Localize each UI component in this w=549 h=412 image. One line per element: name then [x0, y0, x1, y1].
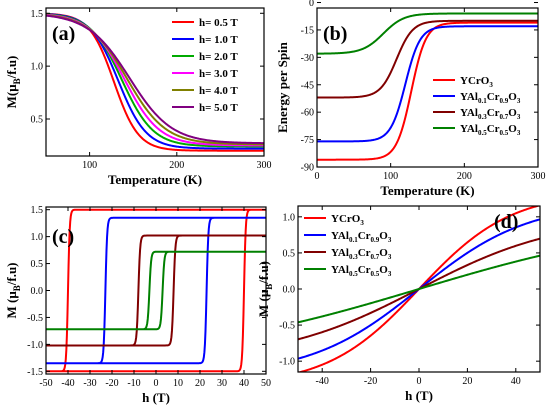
- x-tick-label: -10: [127, 378, 140, 389]
- legend-entry: YAl0.3Cr0.7O3: [460, 107, 521, 121]
- legend-entry: YAl0.1Cr0.9O3: [460, 91, 521, 105]
- y-tick-label: 1.5: [31, 9, 44, 20]
- panel-label: (b): [323, 23, 347, 45]
- x-tick-label: -30: [83, 378, 96, 389]
- x-tick-label: 100: [383, 171, 398, 182]
- series-line-3: [317, 19, 538, 99]
- legend-entry: YAl0.5Cr0.5O3: [460, 123, 521, 137]
- x-tick-label: 50: [261, 378, 271, 389]
- legend-entry: YCrO3: [460, 75, 493, 89]
- series-line-4: [317, 12, 538, 55]
- panel-label: (a): [52, 23, 75, 45]
- plot-frame: [316, 7, 539, 168]
- x-tick-label: 300: [257, 160, 272, 171]
- y-tick-label: -75: [301, 135, 314, 146]
- x-tick-label: 0: [154, 378, 159, 389]
- y-axis-label: Energy per Spin: [275, 41, 290, 133]
- y-tick-label: 1.0: [283, 212, 296, 223]
- x-tick-label: 40: [511, 376, 521, 387]
- panel-label: (d): [494, 211, 518, 233]
- y-tick-label: 0.0: [283, 285, 296, 296]
- x-tick-label: 300: [531, 171, 546, 182]
- y-tick-label: -45: [301, 80, 314, 91]
- legend: YCrO3 YAl0.1Cr0.9O3 YAl0.3Cr0.7O3 YAl0.5Cr0…: [433, 75, 521, 137]
- x-tick-label: 20: [462, 376, 472, 387]
- y-tick-label: -0.5: [27, 313, 43, 324]
- series-line-6: [46, 14, 264, 145]
- series-line-1: [317, 21, 538, 161]
- x-tick-label: -20: [364, 376, 377, 387]
- x-tick-label: 0: [417, 376, 422, 387]
- y-tick-label: -1.0: [27, 340, 43, 351]
- y-tick-label: 0.5: [31, 115, 44, 126]
- x-tick-label: 30: [217, 378, 227, 389]
- legend-entry: h= 0.5 T: [199, 17, 238, 29]
- x-tick-label: -40: [316, 376, 329, 387]
- y-tick-label: 1.0: [31, 232, 44, 243]
- x-tick-label: 0: [315, 171, 320, 182]
- y-axis-label: M (μB/f.u): [256, 261, 274, 317]
- y-axis-label: M(μB/f.u): [4, 56, 22, 109]
- y-tick-label: -30: [301, 53, 314, 64]
- plot-frame: [45, 7, 265, 157]
- y-tick-label: 1.0: [31, 62, 44, 73]
- legend: YCrO3 YAl0.1Cr0.9O3 YAl0.3Cr0.7O3 YAl0.5Cr0…: [304, 213, 392, 278]
- legend-entry: YAl0.3Cr0.7O3: [331, 247, 392, 261]
- series-group: [298, 206, 540, 372]
- legend-entry: h= 4.0 T: [199, 85, 238, 97]
- series-group: [317, 12, 538, 161]
- x-tick-label: 200: [457, 171, 472, 182]
- y-tick-label: -0.5: [279, 321, 295, 332]
- panel-d: -40 -20 0 20 40 -1.0 -0.5 0.0 0.5 1.0 h (T) M (μB/f…: [256, 205, 541, 403]
- y-tick-label: 0.5: [31, 259, 44, 270]
- series-group: [46, 12, 264, 152]
- panel-c: -50 -40 -30 -20 -10 0 10 20 30 40 50 -1.5 -1.0 -0.5 0.…: [4, 205, 271, 405]
- legend-entry: YAl0.1Cr0.9O3: [331, 230, 392, 244]
- legend-entry: h= 2.0 T: [199, 51, 238, 63]
- series-group: [46, 208, 266, 373]
- y-tick-label: -60: [301, 108, 314, 119]
- plot-frame: [45, 206, 267, 375]
- legend-entry: h= 5.0 T: [199, 102, 238, 114]
- x-tick-label: 10: [173, 378, 183, 389]
- panel-a: 100 200 300 0.5 1.0 1.5 Temperature (K) M(μB/f.…: [4, 7, 272, 187]
- y-tick-label: 0.5: [283, 248, 296, 259]
- y-tick-label: 0.0: [31, 286, 44, 297]
- series-line-2: [46, 216, 266, 365]
- x-axis-label: h (T): [142, 390, 170, 405]
- y-tick-label: 0: [309, 0, 314, 9]
- panel-b: 0 100 200 300 -90 -75 -60 -45 -30 -15 0 Temperature…: [275, 0, 546, 198]
- x-axis-label: Temperature (K): [380, 183, 474, 198]
- x-tick-label: 40: [239, 378, 249, 389]
- series-line-3: [46, 234, 266, 347]
- y-tick-label: 1.5: [31, 205, 44, 216]
- series-line-4: [298, 254, 540, 324]
- x-tick-label: -40: [61, 378, 74, 389]
- legend-entry: YCrO3: [331, 213, 364, 227]
- legend-entry: h= 1.0 T: [199, 34, 238, 46]
- x-tick-label: -20: [105, 378, 118, 389]
- legend: h= 0.5 T h= 1.0 T h= 2.0 T h= 3.0 T h= 4.0 T…: [172, 17, 238, 114]
- y-tick-label: -1.0: [279, 357, 295, 368]
- y-tick-label: -90: [301, 163, 314, 174]
- y-tick-label: -15: [301, 25, 314, 36]
- y-tick-label: -1.5: [27, 367, 43, 378]
- x-axis-label: Temperature (K): [108, 172, 202, 187]
- x-tick-label: -50: [39, 378, 52, 389]
- series-line-1: [46, 208, 266, 373]
- x-tick-label: 200: [169, 160, 184, 171]
- legend-entry: h= 3.0 T: [199, 68, 238, 80]
- panel-label: (c): [52, 226, 74, 248]
- x-tick-label: 100: [82, 160, 97, 171]
- series-line-2: [317, 25, 538, 143]
- legend-entry: YAl0.5Cr0.5O3: [331, 264, 392, 278]
- x-axis-label: h (T): [405, 388, 433, 403]
- x-tick-label: 20: [195, 378, 205, 389]
- y-axis-label: M (μB/f.u): [4, 263, 22, 319]
- series-line-4: [46, 250, 266, 331]
